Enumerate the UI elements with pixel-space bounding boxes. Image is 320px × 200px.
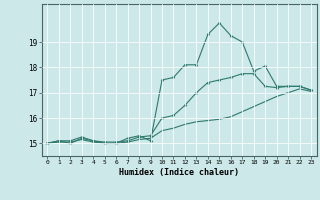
- X-axis label: Humidex (Indice chaleur): Humidex (Indice chaleur): [119, 168, 239, 177]
